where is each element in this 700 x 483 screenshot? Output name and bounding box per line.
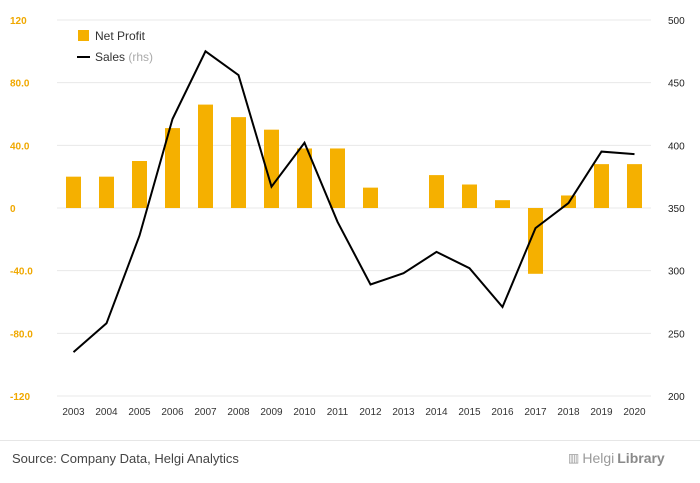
- x-tick-label: 2006: [161, 407, 184, 418]
- left-tick-label: -40.0: [10, 267, 33, 278]
- x-tick-label: 2018: [557, 407, 580, 418]
- right-tick-label: 400: [668, 141, 685, 152]
- legend-net-profit-swatch: [78, 30, 89, 41]
- x-tick-label: 2007: [194, 407, 217, 418]
- sales-line: [72, 49, 635, 353]
- bar-net-profit-2012: [363, 187, 378, 208]
- legend: Net Profit Sales (rhs): [77, 29, 153, 64]
- footer-divider: [0, 440, 700, 441]
- x-tick-label: 2005: [128, 407, 151, 418]
- left-tick-label: 0: [10, 204, 16, 215]
- right-axis-ticks: 500 450 400 350 300 250 200: [668, 16, 685, 403]
- bar-net-profit-2003: [66, 176, 81, 208]
- bar-net-profit-2006: [165, 128, 180, 208]
- bar-net-profit-2010: [297, 148, 312, 208]
- logo-text-library: Library: [617, 450, 665, 466]
- bar-net-profit-2020: [627, 164, 642, 208]
- x-tick-label: 2020: [623, 407, 646, 418]
- left-tick-label: 40.0: [10, 141, 30, 152]
- x-tick-label: 2014: [425, 407, 448, 418]
- bar-net-profit-2011: [330, 148, 345, 208]
- bar-net-profit-2015: [462, 184, 477, 208]
- x-axis-ticks: 2003 2004 2005 2006 2007 2008 2009 2010 2011 2012…: [62, 407, 646, 418]
- right-tick-label: 200: [668, 392, 685, 403]
- bar-net-profit-2014: [429, 175, 444, 208]
- right-tick-label: 350: [668, 204, 685, 215]
- bar-net-profit-2009: [264, 129, 279, 208]
- x-tick-label: 2013: [392, 407, 415, 418]
- source-note: Source: Company Data, Helgi Analytics: [12, 451, 239, 466]
- library-icon: ▥: [568, 451, 580, 465]
- bar-net-profit-2016: [495, 200, 510, 208]
- bar-net-profit-2004: [99, 176, 114, 208]
- bar-net-profit-2007: [198, 104, 213, 208]
- x-tick-label: 2004: [95, 407, 118, 418]
- x-tick-label: 2016: [491, 407, 514, 418]
- x-tick-label: 2011: [327, 407, 349, 418]
- legend-sales-label: Sales (rhs): [95, 50, 153, 64]
- gridlines: [57, 19, 651, 397]
- logo-text-helgi: Helgi: [582, 450, 615, 466]
- helgi-library-logo: ▥ Helgi Library: [568, 450, 665, 466]
- x-tick-label: 2019: [590, 407, 613, 418]
- legend-net-profit-label: Net Profit: [95, 29, 146, 43]
- x-tick-label: 2009: [260, 407, 283, 418]
- x-tick-label: 2010: [293, 407, 316, 418]
- chart: 120 80.0 40.0 0 -40.0 -80.0 -120 500 450 400 350 3…: [10, 16, 685, 418]
- left-tick-label: 80.0: [10, 79, 30, 90]
- x-tick-label: 2017: [524, 407, 547, 418]
- x-tick-label: 2015: [458, 407, 481, 418]
- right-tick-label: 450: [668, 79, 685, 90]
- left-tick-label: 120: [10, 16, 27, 27]
- bar-net-profit-2019: [594, 164, 609, 208]
- x-tick-label: 2008: [227, 407, 250, 418]
- x-tick-label: 2012: [359, 407, 382, 418]
- right-tick-label: 500: [668, 16, 685, 27]
- bar-net-profit-2008: [231, 117, 246, 208]
- left-axis-ticks: 120 80.0 40.0 0 -40.0 -80.0 -120: [10, 16, 33, 403]
- right-tick-label: 250: [668, 329, 685, 340]
- left-tick-label: -120: [10, 392, 30, 403]
- left-tick-label: -80.0: [10, 329, 33, 340]
- x-tick-label: 2003: [62, 407, 85, 418]
- right-tick-label: 300: [668, 267, 685, 278]
- net-profit-bars: [66, 104, 642, 274]
- bar-net-profit-2005: [132, 161, 147, 208]
